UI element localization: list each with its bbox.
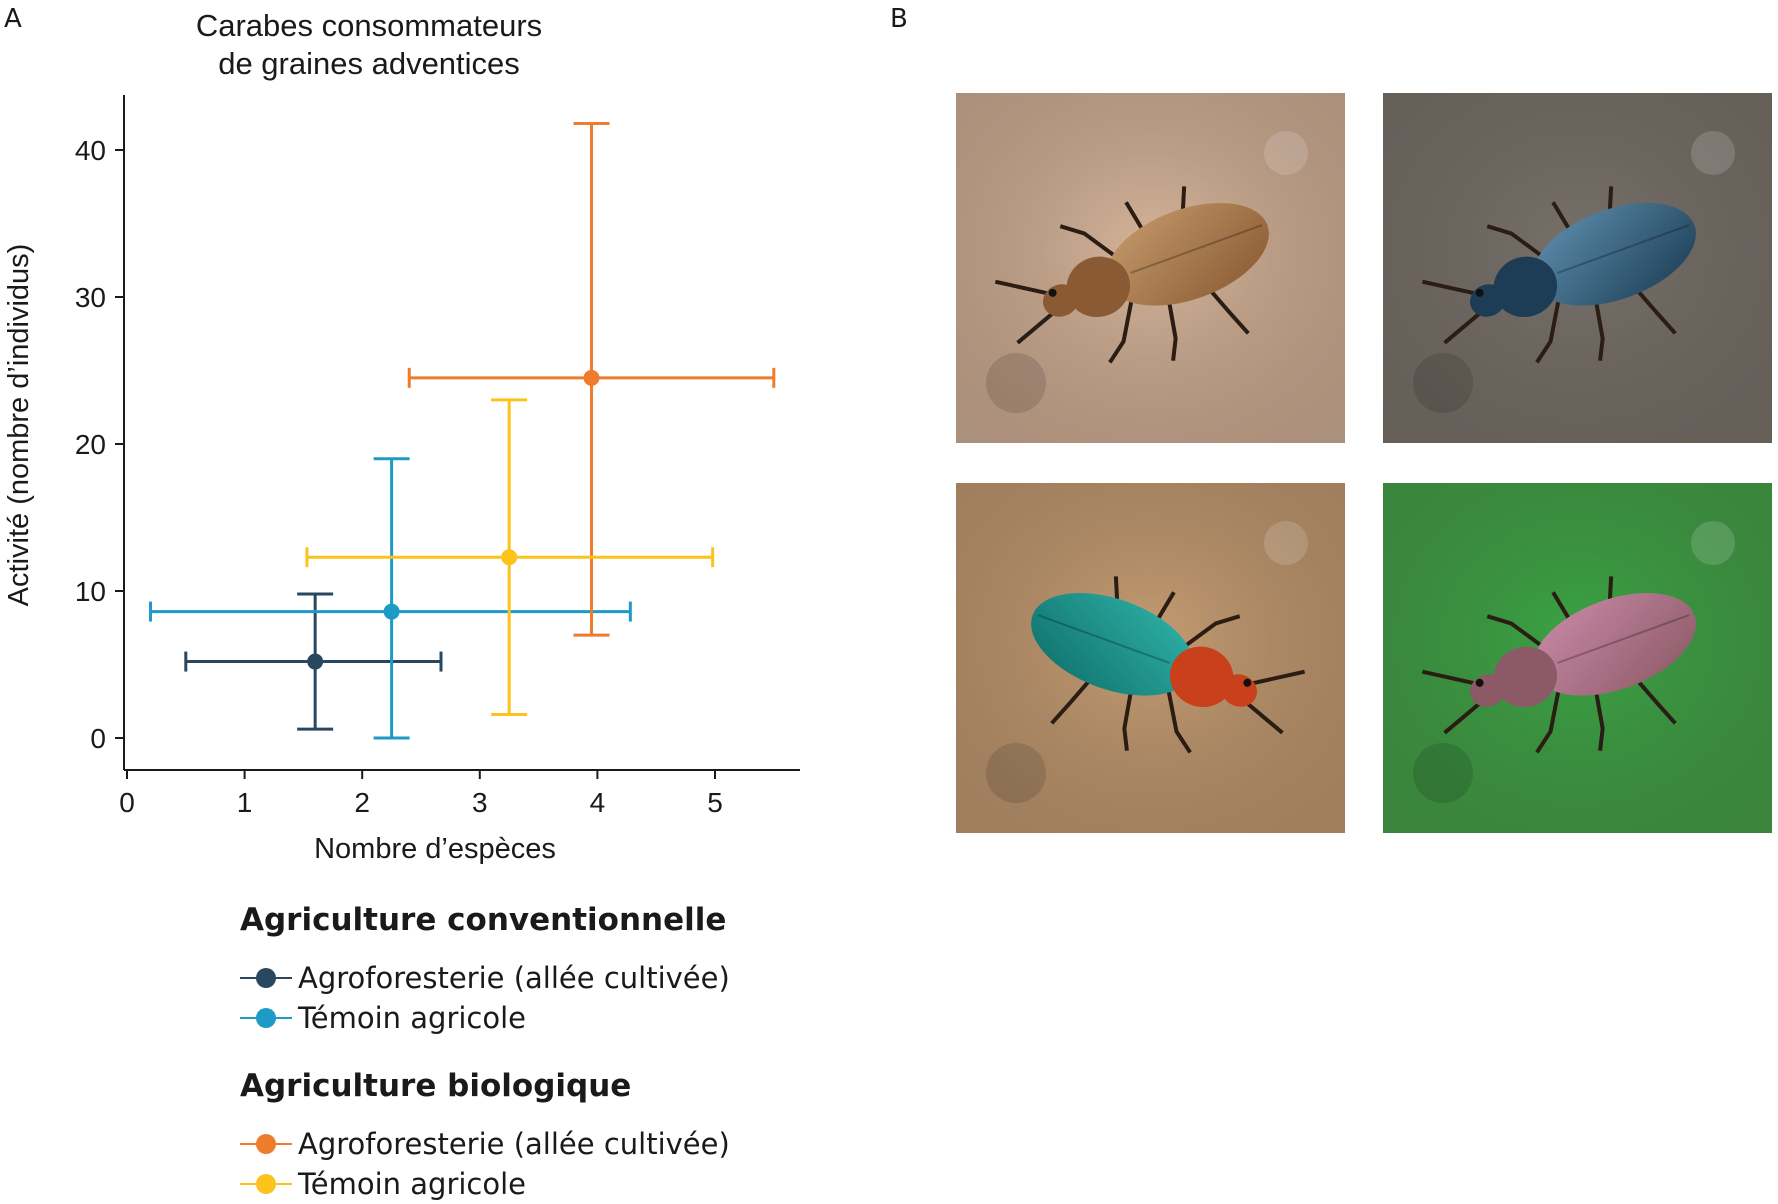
chart-title: Carabes consommateurs de graines adventic… (196, 8, 542, 81)
y-axis-label: Activité (nombre d’individus) (3, 244, 35, 607)
chart-legend: Agriculture conventionnelle Agroforester… (240, 902, 730, 1038)
series-3 (305, 398, 715, 716)
series-0 (184, 592, 443, 731)
x-tick-label: 0 (119, 787, 135, 818)
legend-item: Agroforesterie (allée cultivée) (240, 958, 730, 998)
y-tick-label: 0 (90, 723, 106, 754)
legend-marker (240, 968, 292, 988)
x-tick-label: 5 (707, 787, 723, 818)
series-2 (407, 122, 776, 637)
chart-axes (123, 95, 800, 771)
panel-label-b: B (890, 4, 908, 34)
chart-ticks: 0 1 2 3 4 5 0 10 20 30 40 (75, 135, 723, 818)
beetle-photo-3 (956, 483, 1345, 833)
legend-heading-biologique: Agriculture biologique (240, 1068, 632, 1104)
series-1 (149, 457, 632, 740)
legend-marker (240, 1134, 292, 1154)
data-point (307, 653, 324, 670)
y-tick-label: 10 (75, 576, 106, 607)
beetle-photo-1 (956, 93, 1345, 443)
data-point (501, 549, 518, 566)
legend-marker (240, 1174, 292, 1194)
legend-item-label: Témoin agricole (298, 1167, 527, 1201)
legend-heading-conventionnelle: Agriculture conventionnelle (240, 902, 727, 938)
legend-item-label: Agroforesterie (allée cultivée) (298, 1127, 730, 1161)
x-tick-label: 4 (590, 787, 606, 818)
legend-item: Témoin agricole (240, 1164, 730, 1204)
legend-item: Agroforesterie (allée cultivée) (240, 1124, 730, 1164)
chart-marks (149, 122, 776, 740)
x-tick-label: 1 (237, 787, 253, 818)
legend-marker (240, 1008, 292, 1028)
x-tick-label: 2 (354, 787, 370, 818)
y-tick-label: 20 (75, 429, 106, 460)
x-axis-label: Nombre d’espèces (314, 833, 556, 865)
legend-item-label: Témoin agricole (298, 1001, 527, 1035)
legend-item: Témoin agricole (240, 998, 730, 1038)
legend-item-label: Agroforesterie (allée cultivée) (298, 961, 730, 995)
beetle-photo-4 (1383, 483, 1772, 833)
x-tick-label: 3 (472, 787, 488, 818)
beetle-photo-2 (1383, 93, 1772, 443)
panel-label-a: A (4, 4, 22, 34)
data-point (383, 603, 400, 620)
y-tick-label: 30 (75, 282, 106, 313)
scatter-chart: Carabes consommateurs de graines adventic… (3, 8, 800, 865)
data-point (583, 369, 600, 386)
chart-legend-2: Agriculture biologique Agroforesterie (a… (240, 1068, 730, 1204)
y-tick-label: 40 (75, 135, 106, 166)
